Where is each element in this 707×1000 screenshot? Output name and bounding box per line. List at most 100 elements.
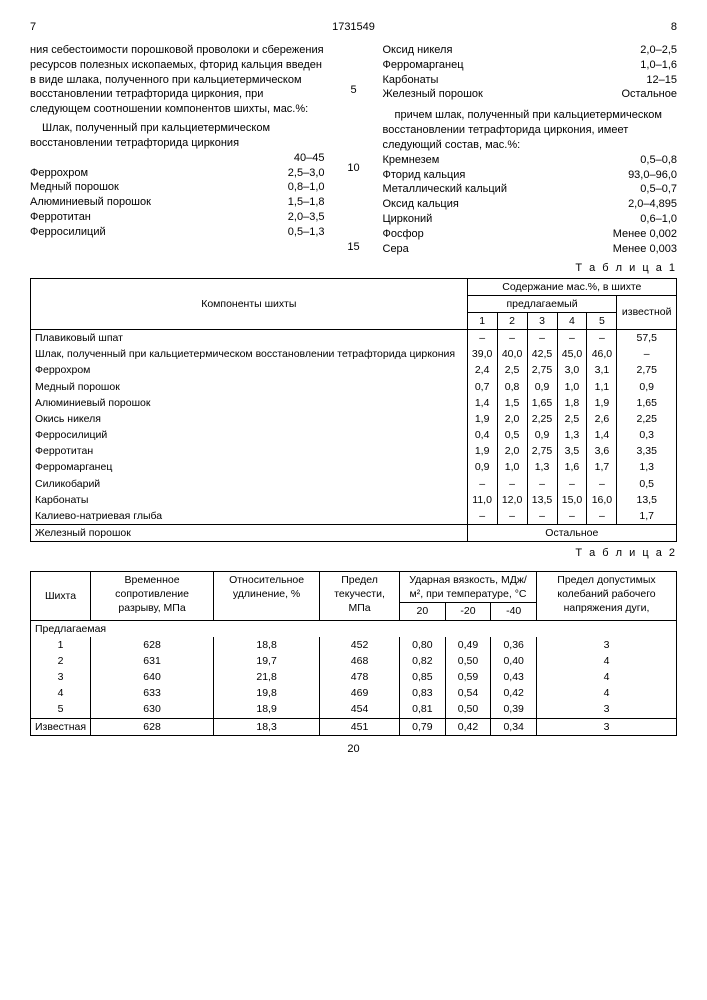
cell: – [527, 508, 557, 525]
component-row: Оксид никеля2,0–2,5 [383, 43, 678, 58]
cell: 0,42 [445, 718, 491, 735]
component-value: 1,5–1,8 [288, 195, 325, 210]
patent-number: 1731549 [332, 20, 375, 35]
cell: 0,80 [400, 637, 446, 653]
component-row: ФосфорМенее 0,002 [383, 227, 678, 242]
cell: 0,50 [445, 701, 491, 718]
cell: 4 [537, 685, 677, 701]
component-value: 0,5–0,8 [640, 153, 677, 168]
right-column: Оксид никеля2,0–2,5Ферромарганец 1,0–1,6К… [383, 43, 678, 257]
row-name: Окись никеля [31, 411, 468, 427]
cell: 2,0 [497, 411, 527, 427]
component-name: Фосфор [383, 227, 424, 242]
cell: 2,75 [527, 443, 557, 459]
row-name: Алюминиевый порошок [31, 395, 468, 411]
table-row: Ферромарганец0,91,01,31,61,71,3 [31, 459, 677, 475]
cell: 633 [91, 685, 214, 701]
component-name: Феррохром [30, 166, 88, 181]
component-value: 1,0–1,6 [640, 58, 677, 73]
row-name: Силикобарий [31, 476, 468, 492]
t1-col: 2 [497, 312, 527, 329]
cell: 0,7 [467, 379, 497, 395]
cell: 0,5 [497, 427, 527, 443]
footer-page-number: 20 [30, 742, 677, 757]
component-value: 2,5–3,0 [288, 166, 325, 181]
component-row: Медный порошок0,8–1,0 [30, 180, 325, 195]
t1-col: 4 [557, 312, 587, 329]
cell: 57,5 [617, 330, 677, 347]
table-row: 364021,84780,850,590,434 [31, 669, 677, 685]
cell: 46,0 [587, 346, 617, 362]
component-row: Ферромарганец 1,0–1,6 [383, 58, 678, 73]
cell: 0,9 [617, 379, 677, 395]
cell: 0,79 [400, 718, 446, 735]
row-name: Карбонаты [31, 492, 468, 508]
cell: 0,85 [400, 669, 446, 685]
row-name: Ферромарганец [31, 459, 468, 475]
t1-col: 3 [527, 312, 557, 329]
row-name: Ферросилиций [31, 427, 468, 443]
cell: 478 [320, 669, 400, 685]
cell: – [497, 330, 527, 347]
cell: 3,0 [557, 362, 587, 378]
cell: – [557, 508, 587, 525]
cell: 2,75 [527, 362, 557, 378]
cell: 1,6 [557, 459, 587, 475]
cell: 4 [537, 653, 677, 669]
cell: – [467, 508, 497, 525]
row-name: Медный порошок [31, 379, 468, 395]
component-row: Карбонаты12–15 [383, 73, 678, 88]
row-name: 4 [31, 685, 91, 701]
cell: 18,9 [214, 701, 320, 718]
cell: 1,4 [467, 395, 497, 411]
cell: 3,5 [557, 443, 587, 459]
cell: – [497, 508, 527, 525]
cell: 39,0 [467, 346, 497, 362]
table-row-known: Известная62818,34510,790,420,343 [31, 718, 677, 735]
component-row: Ферротитан2,0–3,5 [30, 210, 325, 225]
table-row: Медный порошок0,70,80,91,01,10,9 [31, 379, 677, 395]
row-name: 3 [31, 669, 91, 685]
component-name: Алюминиевый порошок [30, 195, 151, 210]
cell: 468 [320, 653, 400, 669]
row-name: Ферротитан [31, 443, 468, 459]
cell: – [557, 330, 587, 347]
component-name: Ферромарганец [383, 58, 464, 73]
component-row: Феррохром 2,5–3,0 [30, 166, 325, 181]
left-paragraph: ния себестоимости порошковой проволоки и… [30, 43, 325, 117]
cell: – [467, 476, 497, 492]
cell: 1,3 [617, 459, 677, 475]
cell: 19,7 [214, 653, 320, 669]
table1-label: Т а б л и ц а 1 [30, 261, 677, 276]
right-top-list: Оксид никеля2,0–2,5Ферромарганец 1,0–1,6К… [383, 43, 678, 102]
cell: 1,0 [557, 379, 587, 395]
row-name: 1 [31, 637, 91, 653]
table-row: Силикобарий–––––0,5 [31, 476, 677, 492]
t1-known: известной [617, 295, 677, 329]
table-row: 162818,84520,800,490,363 [31, 637, 677, 653]
table2-label: Т а б л и ц а 2 [30, 546, 677, 561]
cell: – [587, 476, 617, 492]
component-name: Металлический кальций [383, 182, 507, 197]
table-row: Ферросилиций0,40,50,91,31,40,3 [31, 427, 677, 443]
table1: Компоненты шихты Содержание мас.%, в ших… [30, 278, 677, 543]
cell: 2,75 [617, 362, 677, 378]
t2-impact-head: Ударная вязкость, МДж/м², при температур… [400, 572, 537, 603]
left-column: ния себестоимости порошковой проволоки и… [30, 43, 325, 257]
left-component-list: Феррохром 2,5–3,0Медный порошок0,8–1,0Алю… [30, 166, 325, 240]
cell: 2,25 [527, 411, 557, 427]
cell: 2,4 [467, 362, 497, 378]
cell: 2,5 [557, 411, 587, 427]
row-name: Феррохром [31, 362, 468, 378]
cell: 4 [537, 669, 677, 685]
cell: 1,9 [587, 395, 617, 411]
cell: 1,7 [617, 508, 677, 525]
t2-ic0: 20 [400, 603, 446, 620]
t2-ic2: -40 [491, 603, 537, 620]
table-row: 463319,84690,830,540,424 [31, 685, 677, 701]
t2-hlast: Предел допустимых колебаний рабочего нап… [537, 572, 677, 621]
cell: 1,7 [587, 459, 617, 475]
page-header: 7 1731549 8 [30, 20, 677, 35]
component-row: Ферросилиций0,5–1,3 [30, 225, 325, 240]
component-value: Остальное [621, 87, 677, 102]
